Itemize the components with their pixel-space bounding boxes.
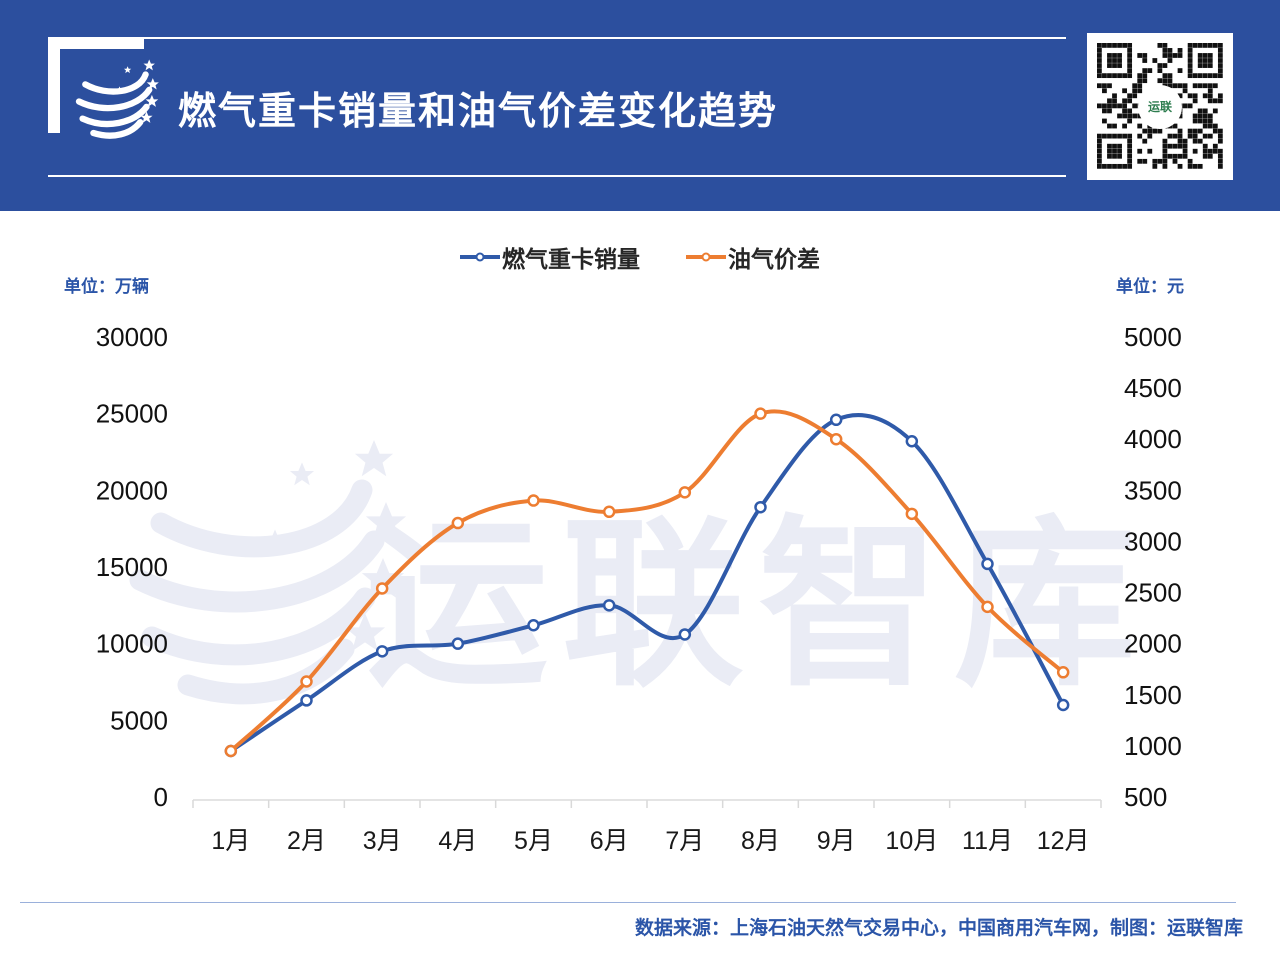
- left-axis-tick-label: 30000: [96, 322, 168, 352]
- chart-legend: 燃气重卡销量 油气价差: [0, 240, 1280, 274]
- series-1-marker: [375, 582, 389, 595]
- x-axis: [192, 799, 1102, 808]
- legend-item-spread: 油气价差: [686, 240, 820, 274]
- x-axis-label: 8月: [741, 827, 780, 855]
- series-1-marker: [224, 744, 238, 758]
- series-1-marker: [1056, 666, 1070, 679]
- footer-source-text: 数据来源：上海石油天然气交易中心，中国商用汽车网，制图：运联智库: [634, 918, 1243, 939]
- series-1-line: [228, 409, 1066, 753]
- right-axis-tick-label: 2000: [1124, 629, 1182, 659]
- corner-bracket-vertical: [48, 37, 60, 133]
- x-axis-label: 3月: [363, 827, 402, 855]
- series-0-marker: [527, 619, 540, 632]
- header-frame-top-line: [143, 37, 1066, 39]
- x-axis-label: 5月: [514, 827, 553, 855]
- qr-center-label: 运联: [1147, 100, 1172, 114]
- left-axis-tick-label: 25000: [96, 399, 168, 429]
- x-axis-label: 7月: [665, 827, 704, 855]
- series-1-marker: [754, 407, 767, 420]
- right-axis-tick-label: 4500: [1124, 373, 1182, 403]
- right-axis-tick-label: 5000: [1124, 322, 1182, 352]
- corner-bracket-horizontal: [48, 37, 144, 49]
- series-0-marker: [754, 500, 767, 514]
- series-1-marker: [602, 505, 616, 519]
- right-axis-unit-label: 单位：元: [1116, 277, 1184, 296]
- series-1-marker: [905, 507, 919, 521]
- series-0-marker: [829, 413, 843, 427]
- series-1-marker: [451, 516, 465, 530]
- left-axis-tick-label: 5000: [110, 705, 168, 735]
- series-0-marker: [981, 557, 994, 571]
- left-axis-labels: 30000 25000 20000 15000 10000 5000 0: [96, 322, 168, 812]
- left-axis-unit-label: 单位：万辆: [64, 277, 149, 296]
- series-1: [224, 407, 1070, 758]
- qr-code: 运联: [1087, 33, 1233, 180]
- x-axis-label: 10月: [885, 827, 938, 855]
- brand-swoosh-logo-icon: [70, 52, 160, 142]
- series-1-marker: [829, 432, 843, 446]
- left-axis-tick-label: 20000: [96, 475, 168, 505]
- right-axis-tick-label: 4000: [1124, 424, 1182, 454]
- x-axis-label: 6月: [590, 827, 629, 855]
- right-axis-tick-label: 1000: [1124, 731, 1182, 761]
- x-axis-label: 9月: [817, 827, 856, 855]
- series-1-marker: [300, 675, 313, 688]
- x-axis-label: 12月: [1037, 827, 1090, 855]
- right-axis-tick-label: 500: [1124, 782, 1167, 812]
- legend-item-sales: 燃气重卡销量: [460, 240, 640, 274]
- series-0-marker: [1056, 698, 1070, 712]
- left-axis-tick-label: 0: [154, 782, 168, 812]
- right-axis-tick-label: 1500: [1124, 680, 1182, 710]
- watermark: 运联智库: [140, 440, 1150, 707]
- series-0-marker: [905, 435, 919, 448]
- legend-sales-label: 燃气重卡销量: [502, 246, 640, 272]
- header-frame-bottom-line: [48, 175, 1066, 177]
- right-axis-tick-label: 3000: [1124, 526, 1182, 556]
- series-0-marker: [300, 694, 313, 707]
- right-axis-tick-label: 2500: [1124, 578, 1182, 608]
- left-axis-tick-label: 10000: [96, 629, 168, 659]
- legend-sales-marker-icon: [460, 252, 500, 262]
- right-axis-labels: 5000 4500 4000 3500 3000 2500 2000 1500 1000 500: [1124, 322, 1182, 812]
- legend-spread-marker-icon: [686, 252, 726, 262]
- x-axis-label: 4月: [438, 827, 477, 855]
- left-axis-tick-label: 15000: [96, 552, 168, 582]
- header-banner: 燃气重卡销量和油气价差变化趋势 运联: [0, 0, 1280, 211]
- series-0: [224, 413, 1070, 758]
- series-0-marker: [602, 599, 616, 612]
- series-1-marker: [678, 486, 692, 499]
- x-axis-label: 1月: [211, 827, 250, 855]
- footer-divider: [20, 902, 1236, 903]
- watermark-text: 运联智库: [366, 503, 1150, 707]
- legend-spread-label: 油气价差: [728, 246, 820, 272]
- qr-center-logo: 运联: [1138, 84, 1182, 129]
- x-axis-label: 11月: [962, 827, 1013, 855]
- series-0-marker: [375, 645, 389, 658]
- series-0-marker: [451, 637, 465, 650]
- series-1-marker: [527, 494, 540, 507]
- series-1-marker: [981, 600, 994, 614]
- right-axis-tick-label: 3500: [1124, 475, 1182, 505]
- x-axis-label: 2月: [287, 827, 326, 855]
- series-0-marker: [678, 628, 692, 641]
- page-title: 燃气重卡销量和油气价差变化趋势: [178, 91, 779, 133]
- x-axis-labels: 1月 2月 3月 4月 5月 6月 7月 8月 9月 10月 11月 12月: [211, 827, 1089, 855]
